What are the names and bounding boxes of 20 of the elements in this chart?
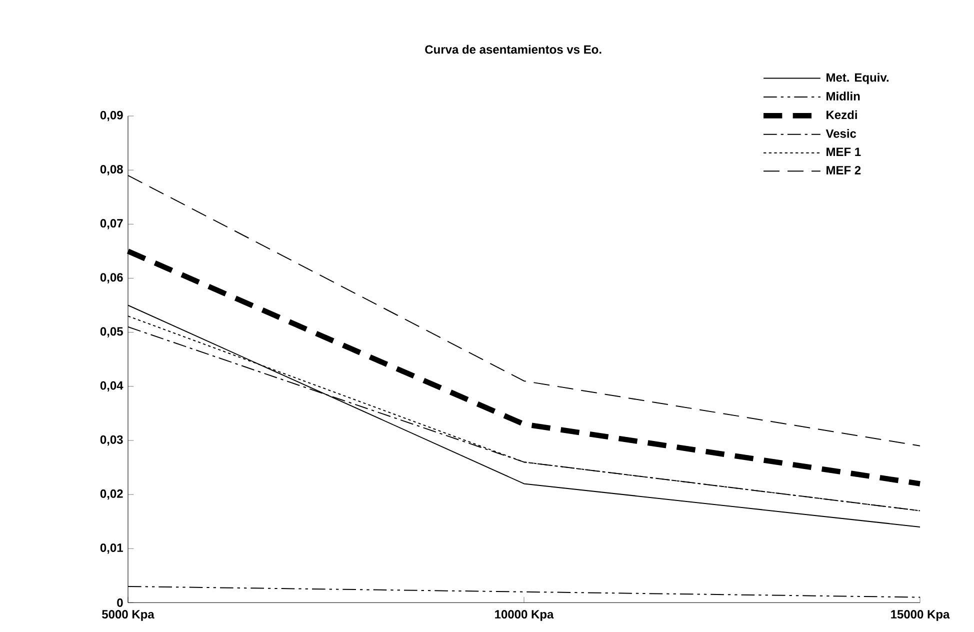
y-tick-label: 0,08 (100, 164, 123, 176)
legend-label: Met. Equiv. (826, 72, 888, 84)
y-tick-label: 0,04 (100, 381, 124, 392)
x-tick-label: 10000 Kpa (495, 610, 554, 621)
legend-label: MEF 1 (826, 148, 861, 156)
y-tick-label: 0,05 (100, 327, 123, 338)
y-tick-label: 0,01 (100, 543, 123, 554)
legend-label: Vesic (826, 129, 856, 138)
x-tick-label: 5000 Kpa (102, 610, 154, 621)
y-tick-label: 0,07 (100, 219, 123, 230)
x-tick-label: 15000 Kpa (891, 610, 950, 621)
chart-title: Curva de asentamientos vs Eo. (425, 44, 602, 54)
legend-label: Kezdi (826, 110, 857, 120)
y-tick-label: 0 (117, 598, 123, 607)
y-tick-label: 0,03 (100, 435, 123, 446)
y-tick-label: 0,02 (100, 489, 123, 500)
y-tick-label: 0,09 (100, 110, 123, 122)
legend-label: Midlin (826, 92, 860, 100)
legend-label: MEF 2 (826, 166, 861, 174)
y-tick-label: 0,06 (100, 273, 123, 284)
